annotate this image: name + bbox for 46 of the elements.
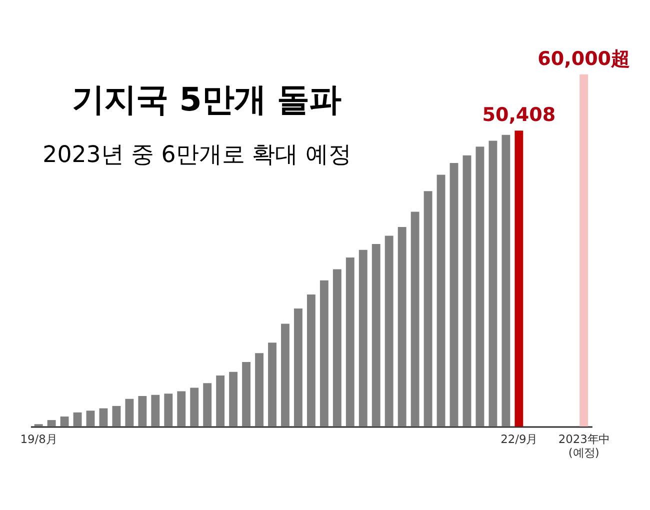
bar [242, 362, 251, 427]
bar [462, 155, 472, 427]
x-tick-label: 19/8月 [20, 432, 57, 446]
bar [436, 174, 446, 427]
bar [216, 375, 225, 427]
data-label: 60,000超 [538, 48, 630, 70]
bar [358, 250, 368, 427]
chart-title: 기지국 5만개 돌파 [72, 80, 342, 119]
bar [112, 406, 121, 427]
bar [332, 269, 342, 427]
bar [203, 383, 212, 427]
bar [138, 396, 147, 427]
data-label: 50,408 [482, 104, 556, 126]
bar [424, 191, 432, 427]
bar [268, 342, 276, 427]
bar [450, 163, 458, 427]
bar [476, 146, 484, 427]
bar [177, 391, 186, 427]
bar [294, 308, 302, 427]
bar [73, 412, 82, 427]
bar [99, 408, 108, 427]
bar [164, 394, 173, 427]
bar [502, 134, 510, 427]
text: 2023년 중 6만개로 확대 예정 [42, 142, 352, 168]
x-tick-label: 2023年中 (예정) [558, 432, 610, 460]
bar [151, 394, 160, 427]
bar [34, 424, 43, 427]
bar [346, 257, 354, 427]
bar [514, 130, 524, 427]
bar [190, 388, 199, 427]
bar [281, 324, 290, 427]
bar [306, 294, 316, 427]
bar [410, 212, 420, 427]
bar [580, 74, 588, 427]
x-tick-label: 22/9月 [500, 432, 538, 446]
bar [488, 140, 498, 427]
bar [47, 420, 56, 427]
bar [372, 244, 380, 427]
bar [86, 410, 95, 427]
bar [255, 353, 264, 427]
bar [60, 416, 69, 427]
bar [320, 280, 328, 427]
bar [229, 372, 238, 427]
bar [125, 398, 134, 427]
bar [398, 226, 406, 427]
bar [384, 236, 394, 427]
